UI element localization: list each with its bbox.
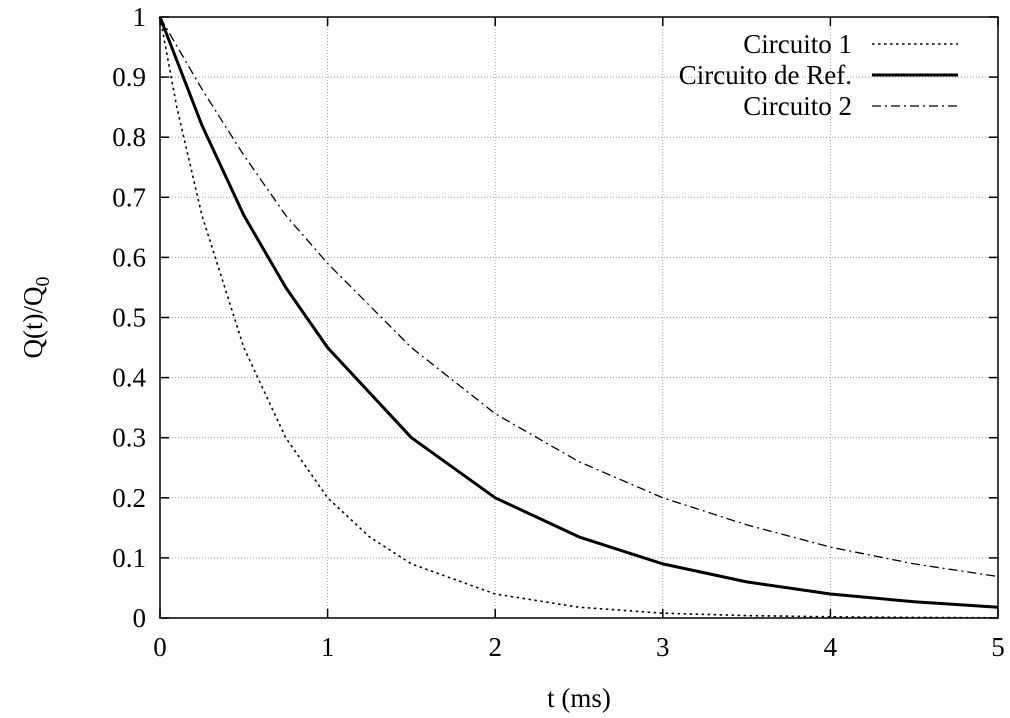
series-line-circuito-de-ref xyxy=(158,16,999,609)
y-tick-label: 1 xyxy=(133,2,147,32)
series-line-circuito-1 xyxy=(159,16,999,619)
tick-labels: 0 1 2 3 4 5 0 0.1 0.2 0.3 0.4 0.5 0.6 0.7 0.8 0.9 1 xyxy=(112,2,1005,662)
axis-ticks xyxy=(159,16,999,619)
x-tick-label: 1 xyxy=(321,632,335,662)
legend-label-circuito-2: Circuito 2 xyxy=(743,91,852,121)
series-line-circuito-2 xyxy=(159,16,999,578)
y-tick-label: 0.8 xyxy=(112,122,146,152)
y-tick-label: 0.4 xyxy=(112,363,146,393)
y-tick-label: 0.5 xyxy=(112,303,146,333)
y-tick-label: 0.9 xyxy=(112,62,146,92)
x-tick-label: 2 xyxy=(488,632,502,662)
y-tick-label: 0 xyxy=(133,603,147,633)
x-tick-label: 5 xyxy=(991,632,1005,662)
y-axis-label-main: Q(t)/Q xyxy=(18,286,48,358)
y-tick-label: 0.6 xyxy=(112,242,146,272)
series-lines xyxy=(158,16,999,619)
y-tick-label: 0.1 xyxy=(112,543,146,573)
legend-label-circuito-1: Circuito 1 xyxy=(743,29,852,59)
grid xyxy=(160,17,998,618)
plot-frame xyxy=(159,16,999,619)
legend-label-circuito-de-ref: Circuito de Ref. xyxy=(679,60,852,90)
y-tick-label: 0.2 xyxy=(112,483,146,513)
y-tick-label: 0.3 xyxy=(112,423,146,453)
y-axis-label: Q(t)/Q0 xyxy=(18,277,54,359)
x-axis-label: t (ms) xyxy=(547,683,611,713)
x-tick-label: 4 xyxy=(824,632,838,662)
y-axis-label-subscript: 0 xyxy=(32,277,54,287)
x-tick-label: 0 xyxy=(153,632,167,662)
y-tick-label: 0.7 xyxy=(112,182,146,212)
x-tick-label: 3 xyxy=(656,632,670,662)
